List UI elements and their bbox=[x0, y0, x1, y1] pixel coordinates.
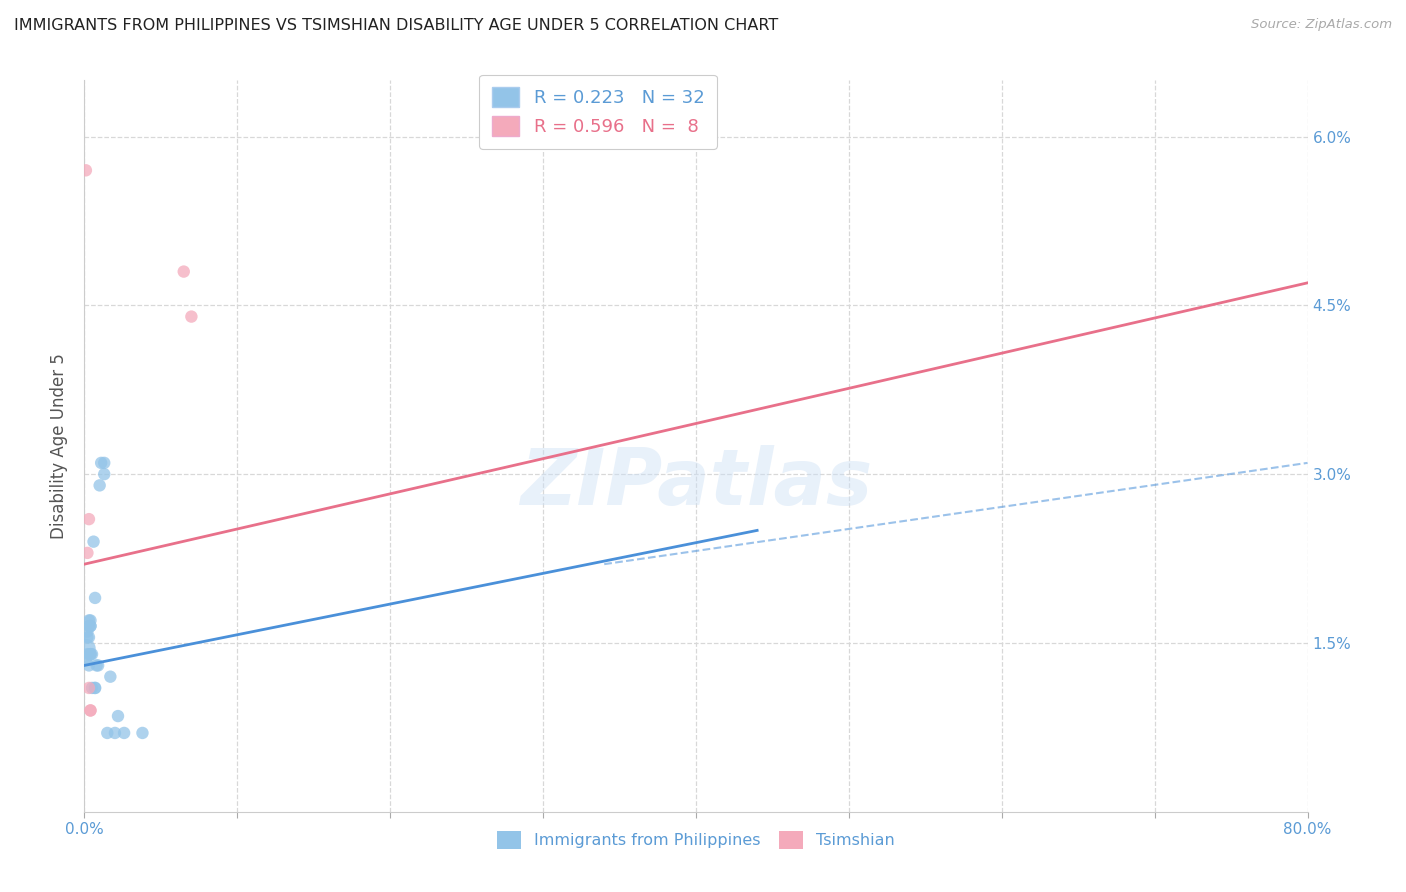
Point bbox=[107, 709, 129, 723]
Point bbox=[180, 310, 202, 324]
Point bbox=[76, 546, 98, 560]
Point bbox=[75, 641, 97, 656]
Point bbox=[79, 703, 101, 717]
Point bbox=[80, 647, 103, 661]
Point bbox=[83, 534, 105, 549]
Point bbox=[131, 726, 153, 740]
Point bbox=[84, 681, 107, 695]
Point bbox=[76, 630, 98, 644]
Point bbox=[112, 726, 135, 740]
Point bbox=[77, 619, 100, 633]
Point bbox=[84, 591, 107, 605]
Text: IMMIGRANTS FROM PHILIPPINES VS TSIMSHIAN DISABILITY AGE UNDER 5 CORRELATION CHAR: IMMIGRANTS FROM PHILIPPINES VS TSIMSHIAN… bbox=[14, 18, 779, 33]
Point bbox=[84, 681, 107, 695]
Point bbox=[79, 614, 101, 628]
Point bbox=[75, 653, 97, 667]
Point bbox=[77, 512, 100, 526]
Point bbox=[96, 726, 118, 740]
Legend: Immigrants from Philippines, Tsimshian: Immigrants from Philippines, Tsimshian bbox=[491, 825, 901, 855]
Point bbox=[79, 647, 101, 661]
Point bbox=[77, 630, 100, 644]
Point bbox=[80, 681, 103, 695]
Point bbox=[77, 614, 100, 628]
Point bbox=[77, 681, 100, 695]
Point bbox=[76, 647, 98, 661]
Point bbox=[79, 619, 101, 633]
Point bbox=[87, 658, 110, 673]
Point bbox=[93, 456, 115, 470]
Point bbox=[93, 467, 115, 482]
Point bbox=[104, 726, 127, 740]
Point bbox=[79, 619, 101, 633]
Point bbox=[79, 703, 101, 717]
Point bbox=[89, 478, 111, 492]
Point bbox=[173, 264, 195, 278]
Point bbox=[86, 658, 108, 673]
Point bbox=[90, 456, 112, 470]
Y-axis label: Disability Age Under 5: Disability Age Under 5 bbox=[51, 353, 69, 539]
Text: ZIPatlas: ZIPatlas bbox=[520, 444, 872, 521]
Text: Source: ZipAtlas.com: Source: ZipAtlas.com bbox=[1251, 18, 1392, 31]
Point bbox=[75, 163, 97, 178]
Point bbox=[76, 624, 98, 639]
Point bbox=[79, 647, 101, 661]
Point bbox=[98, 670, 121, 684]
Point bbox=[77, 658, 100, 673]
